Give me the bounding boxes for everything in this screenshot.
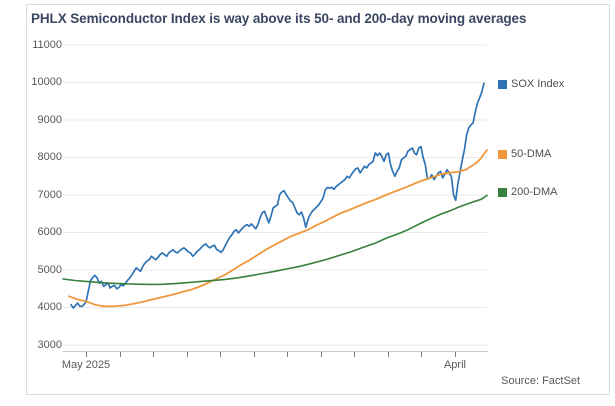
y-axis-label: 5000 <box>37 263 62 276</box>
chart-title: PHLX Semiconductor Index is way above it… <box>31 11 527 26</box>
legend-swatch <box>498 188 507 197</box>
y-axis-label: 11000 <box>32 38 62 51</box>
sox-index-line <box>70 82 485 309</box>
50-dma-line <box>68 149 488 308</box>
y-axis-label: 7000 <box>37 188 62 201</box>
y-axis-label: 3000 <box>37 338 62 351</box>
legend-label: 50-DMA <box>511 148 552 160</box>
legend-label: SOX Index <box>511 78 565 90</box>
legend-label: 200-DMA <box>511 186 558 198</box>
y-axis-label: 6000 <box>37 226 62 238</box>
200-dma-line <box>62 194 488 286</box>
y-axis-label: 9000 <box>37 113 62 126</box>
x-axis-label: April <box>443 359 466 371</box>
source-note: Source: FactSet <box>501 375 580 387</box>
y-axis-label: 10000 <box>31 76 62 88</box>
y-axis-label: 8000 <box>37 151 62 163</box>
x-axis-label: May 2025 <box>61 359 111 371</box>
legend-swatch <box>498 80 507 89</box>
y-axis-label: 4000 <box>37 301 62 313</box>
legend-swatch <box>498 150 507 159</box>
